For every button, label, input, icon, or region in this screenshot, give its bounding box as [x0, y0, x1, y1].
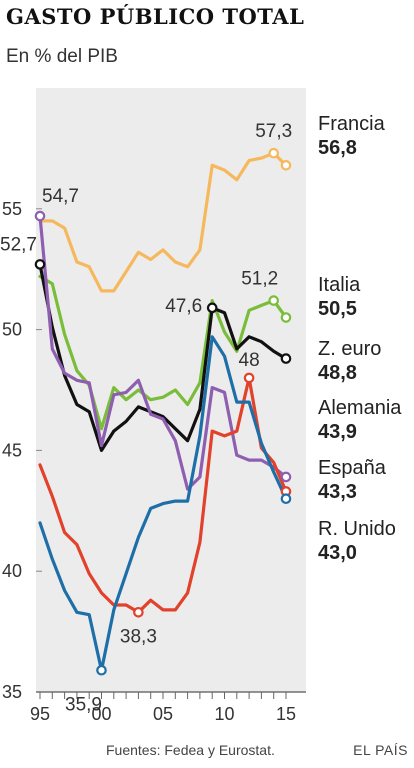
legend-name-1: Italia	[318, 274, 361, 296]
legend-value-1: 50,5	[318, 298, 357, 320]
chart-subtitle: En % del PIB	[6, 46, 118, 67]
axis-layer: 35 40 45 50 55 95 00 05 10 15	[2, 199, 306, 724]
y-tick-label: 55	[2, 199, 22, 219]
series-line-1	[38, 274, 288, 431]
x-tick-label: 05	[153, 704, 173, 724]
label-layer: 57,3 54,7 52,7 51,2 47,6 48 35,9 38,3 Francia56,…	[0, 113, 402, 715]
annotation-marker	[34, 259, 46, 270]
series-end-marker	[280, 312, 292, 323]
annotation-marker	[34, 210, 46, 222]
legend-name-2: Z. euro	[318, 338, 381, 360]
annotation-label: 57,3	[255, 121, 292, 142]
annotation-marker	[268, 147, 279, 159]
annotation-label: 35,9	[65, 694, 102, 715]
annotation-marker	[243, 372, 255, 384]
legend-value-5: 43,0	[318, 542, 357, 564]
y-tick-label: 45	[2, 440, 22, 460]
series-line-2	[38, 262, 288, 452]
chart-title: GASTO PÚBLICO TOTAL	[6, 4, 305, 29]
series-end-marker	[280, 493, 292, 505]
x-tick-label: 95	[30, 704, 50, 724]
legend-value-4: 43,3	[318, 481, 357, 503]
series-end-marker	[280, 160, 292, 171]
series-line-3	[38, 214, 288, 491]
legend-name-5: R. Unido	[318, 518, 396, 540]
y-tick-label: 50	[2, 320, 22, 340]
source-note: Fuentes: Fedea y Eurostat.	[106, 742, 275, 758]
annotation-label: 52,7	[0, 234, 37, 255]
legend-value-2: 48,8	[318, 362, 357, 384]
annotation-marker	[133, 606, 144, 618]
annotation-label: 51,2	[241, 269, 278, 290]
x-tick-label: 10	[214, 704, 234, 724]
x-tick-label: 15	[276, 704, 296, 724]
line-chart: 35 40 45 50 55 95 00 05 10 15 57,3 54,7 52,7 51,2 47,…	[0, 88, 402, 724]
y-tick-label: 35	[2, 682, 22, 702]
annotation-marker	[96, 664, 107, 676]
publisher-credit: EL PAÍS	[353, 742, 408, 758]
series-line-5	[38, 335, 288, 672]
legend-value-3: 43,9	[318, 421, 357, 443]
series-end-marker	[280, 471, 292, 483]
series-line-0	[38, 151, 288, 293]
legend-name-4: España	[318, 457, 387, 479]
legend-name-3: Alemania	[318, 397, 402, 419]
x-tick-label: 00	[91, 704, 111, 724]
annotation-label: 47,6	[165, 296, 202, 317]
plot-area	[36, 88, 306, 692]
legend-value-0: 56,8	[318, 137, 357, 159]
legend-name-0: Francia	[318, 113, 386, 135]
series-line-4	[38, 376, 288, 614]
series-layer	[34, 147, 292, 676]
annotation-marker	[206, 302, 218, 314]
y-tick-label: 40	[2, 561, 22, 581]
annotation-label: 54,7	[42, 186, 79, 207]
annotation-marker	[268, 295, 279, 306]
series-end-marker	[280, 353, 292, 364]
annotation-label: 48	[239, 350, 260, 371]
annotation-label: 38,3	[120, 626, 157, 647]
